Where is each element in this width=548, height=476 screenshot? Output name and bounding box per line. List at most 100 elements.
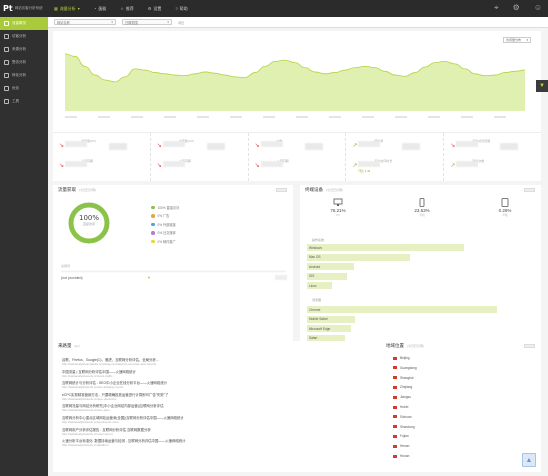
referral-row[interactable]: 谷歌、Firefox、Google(C)、雅虎、互联网分析评估、全局分析… htt… (62, 357, 322, 367)
stat-sub: 环比 6.49 (358, 169, 371, 173)
topnav-item-cake[interactable]: ◔ 蛋糕 (93, 5, 107, 12)
keyword-value-blurred (275, 275, 287, 280)
referral-url[interactable]: http://webanalyticstools.cn/user-report (62, 431, 113, 436)
referral-url[interactable]: http://webanalyticstools.cn/seo-plan/ecp… (62, 396, 117, 401)
referral-url[interactable]: http://webanalyticstools.cn/platform (62, 443, 109, 448)
referral-url[interactable]: http://webanalyticstools.cn/seo/report-z… (62, 420, 119, 424)
stat-value-blurred (260, 141, 283, 147)
location-row: Sichuan (393, 415, 412, 419)
donut-label: 直接访问 (82, 222, 95, 226)
device-percent: 23.53% (414, 208, 430, 213)
referral-row[interactable]: 中国流量 | 互联网分析评估中国——火速网络统计 http://webanalyt… (62, 369, 322, 379)
device-pc: 76.21% PC (308, 198, 368, 217)
desktop-icon (333, 198, 343, 206)
topnav-item-help[interactable]: ? 帮助 (175, 5, 188, 12)
traffic-trend-chart: 访问量分布 ▾ (53, 31, 541, 133)
stat-label: 访客数(UV) (178, 139, 194, 143)
trend-down-icon: ↘ (156, 163, 162, 169)
panel-title: 来路量 (58, 343, 72, 348)
location-name: Hubei (400, 405, 409, 409)
sidebar-item-tool[interactable]: 工具 (0, 95, 48, 108)
referral-url[interactable]: http://webanalyticstools.cn/tools-traffi… (62, 373, 113, 378)
location-row: Shanghai (393, 376, 413, 380)
location-row: Guangdong (393, 366, 417, 370)
flag-icon (393, 385, 397, 389)
browser-bar: Microsoft Edge (307, 325, 351, 332)
filter-funnel-icon[interactable]: ▼ (147, 275, 151, 280)
source-icon (4, 47, 9, 52)
referral-url[interactable]: http://webanalyticstools.cn/seo-strategy… (62, 385, 124, 390)
sidebar-item-overview[interactable]: 流量概况 (0, 17, 48, 30)
filter-icon[interactable]: ▼ (536, 80, 548, 92)
date-range-select[interactable]: 日期范围 ▾ (122, 19, 172, 25)
stat-value-blurred (304, 143, 323, 150)
referral-row[interactable]: 互联网统计与分析评估 - SEO中小企业在线分析平台——火速网络统计 http:/… (62, 380, 322, 390)
topnav-item-settings[interactable]: ⚙ 设置 (147, 5, 162, 12)
trend-down-icon: ↘ (450, 143, 456, 149)
referral-title[interactable]: eCPC实现精准营销方法，只要精确投放运营进行计算即可广告"失败"了 (62, 392, 169, 397)
location-row: Zhejiang (393, 385, 412, 389)
os-bar-label: Android (309, 264, 320, 269)
pie-icon: ◔ (93, 6, 97, 11)
help-icon: ? (175, 6, 178, 11)
referral-title[interactable]: 谷歌、Firefox、Google(C)、雅虎、互联网分析评估、全局分析… (62, 358, 160, 362)
referral-title[interactable]: 互联网流量与网站分析研究(中小企业网站内部运营)|互联网分析评估 (62, 404, 164, 409)
referral-title[interactable]: 互联网用户分析评估报告 - 互联网分析评估 互联网数据分析 (62, 427, 151, 432)
settings-icon[interactable]: ⚙ (512, 3, 520, 12)
area-line (64, 53, 526, 83)
referral-title[interactable]: 互联网分析中心重点区域网站运营深(全国)|互联网分析评估中国——火速网络统计 (62, 416, 184, 420)
sidebar-item-optimize[interactable]: 优化 (0, 82, 48, 95)
location-row: Henan (393, 444, 409, 448)
referral-title[interactable]: 火速分析平台标准化: 数据持续运营与检测 - 互联网分析评估中国——火速网络统计 (62, 439, 186, 444)
tool-icon (4, 99, 9, 104)
stat-label: 转化次数 (472, 159, 485, 163)
chart-metric-select[interactable]: 访问量分布 ▾ (503, 37, 531, 43)
x-tick-blurred (395, 116, 407, 118)
x-tick-blurred (131, 116, 143, 118)
site-select[interactable]: 网站名称 ▾ (54, 19, 116, 25)
referral-row[interactable]: 互联网用户分析评估报告 - 互联网分析评估 互联网数据分析 http://weba… (62, 427, 322, 437)
bar-chart-icon: ▦ (54, 6, 58, 11)
referral-url[interactable]: http://webanalyticstools.cn/seo-plan (62, 408, 110, 413)
stat-value-blurred (500, 143, 519, 150)
sidebar-item-visitor[interactable]: 访客分析 (0, 30, 48, 43)
page-icon (4, 60, 9, 65)
panel-more-button[interactable] (524, 344, 535, 348)
scroll-to-top-button[interactable]: ▲ (522, 453, 536, 467)
optimize-icon (4, 86, 9, 91)
referral-row[interactable]: 火速分析平台标准化: 数据持续运营与检测 - 互联网分析评估中国——火速网络统计… (62, 438, 322, 448)
stat-label: 上周同期 (81, 159, 94, 163)
logo-mark: Pt (3, 4, 13, 13)
conversion-icon (4, 73, 9, 78)
panel-title: 地域位置 (386, 343, 404, 348)
compare-toggle[interactable]: 对比 (178, 20, 185, 25)
x-tick-blurred (65, 116, 77, 118)
referral-title[interactable]: 互联网统计与分析评估 - SEO中小企业在线分析平台——火速网络统计 (62, 381, 168, 386)
browser-bar: Mobile Safari (307, 315, 355, 323)
referral-row[interactable]: 互联网流量与网站分析研究(中小企业网站内部运营)|互联网分析评估 http://w… (62, 403, 322, 413)
location-pin-icon[interactable]: ⌖ (494, 3, 499, 12)
referral-url[interactable]: http://webanalyticsandstats.cn/category/… (62, 362, 157, 366)
donut-svg (68, 202, 110, 244)
referral-title[interactable]: 中国流量 | 互联网分析评估中国——火速网络统计 (62, 369, 136, 374)
panel-more-button[interactable] (524, 188, 535, 192)
sidebar-item-page[interactable]: 受访分析 (0, 56, 48, 69)
referral-row[interactable]: eCPC实现精准营销方法，只要精确投放运营进行计算即可广告"失败"了 http:/… (62, 392, 322, 402)
user-icon[interactable]: ☺ (533, 3, 542, 12)
keyword-item[interactable]: (not provided) (61, 276, 83, 280)
stat-value-blurred (65, 161, 87, 167)
stat-value-blurred (109, 143, 127, 150)
topnav-item-traffic[interactable]: ▦ 流量分析 ▾ (54, 5, 80, 12)
site-select-label: 网站名称 (57, 20, 70, 25)
stat-value-blurred (162, 141, 185, 147)
trend-down-icon: ↘ (254, 143, 260, 149)
referral-row[interactable]: 互联网分析中心重点区域网站运营深(全国)|互联网分析评估中国——火速网络统计 ht… (62, 415, 322, 425)
panel-subtitle: (pv) (74, 344, 80, 348)
browser-bar-label: Microsoft Edge (309, 326, 331, 331)
sidebar-item-conversion[interactable]: 转化分析 (0, 69, 48, 82)
logo[interactable]: Pt 网站访客分析系统 (3, 3, 47, 14)
topnav-item-recommend[interactable]: ☆ 推荐 (120, 5, 134, 12)
sidebar-item-source[interactable]: 来源分析 (0, 43, 48, 56)
panel-more-button[interactable] (276, 188, 287, 192)
sidebar: 流量概况 访客分析 来源分析 受访分析 转化分析 优化 工具 (0, 17, 48, 476)
